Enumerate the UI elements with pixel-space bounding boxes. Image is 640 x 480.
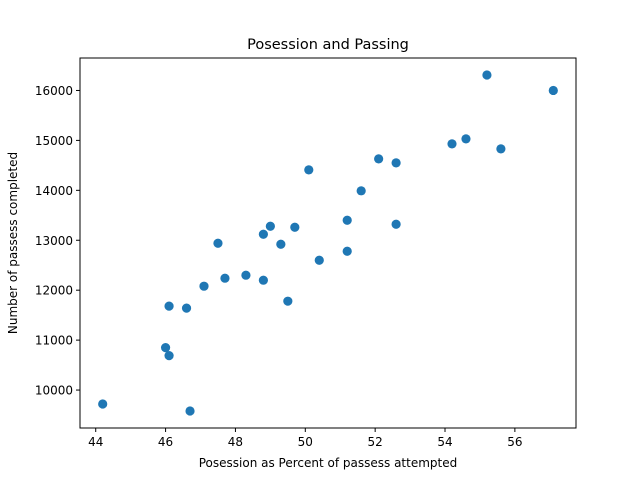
data-point-7 bbox=[199, 281, 209, 291]
data-point-6 bbox=[185, 406, 195, 416]
data-point-5 bbox=[181, 303, 192, 313]
data-point-23 bbox=[391, 158, 401, 168]
x-tick-label: 52 bbox=[368, 435, 383, 449]
data-point-21 bbox=[356, 186, 366, 196]
y-tick-label: 10000 bbox=[35, 384, 73, 398]
y-tick-label: 16000 bbox=[35, 84, 73, 98]
y-axis-ticks: 10000 11000 12000 13000 14000 15000 16000 bbox=[35, 84, 80, 398]
y-tick-label: 15000 bbox=[35, 134, 73, 148]
data-point-27 bbox=[482, 70, 492, 80]
data-point-11 bbox=[258, 229, 268, 239]
data-point-2 bbox=[160, 343, 171, 353]
data-point-29 bbox=[548, 85, 558, 96]
x-tick-label: 48 bbox=[228, 435, 243, 449]
x-tick-label: 46 bbox=[158, 435, 173, 449]
data-point-9 bbox=[220, 273, 230, 283]
axes-frame bbox=[79, 57, 577, 429]
data-point-1 bbox=[98, 399, 108, 409]
data-point-17 bbox=[304, 165, 314, 175]
y-tick-label: 13000 bbox=[35, 234, 73, 248]
data-point-14 bbox=[276, 239, 286, 249]
data-point-13 bbox=[265, 221, 275, 231]
x-tick-label: 56 bbox=[507, 435, 522, 449]
x-axis-ticks: 44 46 48 50 52 54 56 bbox=[88, 428, 523, 449]
x-tick-label: 44 bbox=[88, 435, 103, 449]
data-point-12 bbox=[258, 275, 268, 285]
chart-title: Posession and Passing bbox=[247, 37, 409, 53]
y-axis-label: Number of passess completed bbox=[6, 152, 20, 334]
y-tick-label: 12000 bbox=[35, 284, 73, 298]
data-point-10 bbox=[241, 270, 251, 280]
x-tick-label: 54 bbox=[437, 435, 452, 449]
x-axis-label: Posession as Percent of passess attempte… bbox=[199, 456, 458, 470]
data-point-28 bbox=[496, 144, 506, 154]
plot-area bbox=[79, 57, 577, 429]
data-point-4 bbox=[164, 301, 174, 311]
x-tick-label: 50 bbox=[298, 435, 313, 449]
data-point-19 bbox=[342, 215, 352, 225]
data-point-22 bbox=[374, 154, 384, 164]
data-point-25 bbox=[447, 139, 457, 149]
data-point-18 bbox=[314, 255, 324, 265]
y-tick-label: 11000 bbox=[35, 334, 73, 348]
data-point-26 bbox=[461, 134, 471, 144]
data-point-20 bbox=[342, 246, 352, 256]
data-point-15 bbox=[283, 296, 293, 306]
data-points bbox=[98, 70, 558, 416]
data-point-24 bbox=[391, 219, 401, 229]
data-point-8 bbox=[213, 238, 223, 248]
y-tick-label: 14000 bbox=[35, 184, 73, 198]
data-point-3 bbox=[164, 351, 174, 361]
data-point-16 bbox=[290, 222, 300, 232]
